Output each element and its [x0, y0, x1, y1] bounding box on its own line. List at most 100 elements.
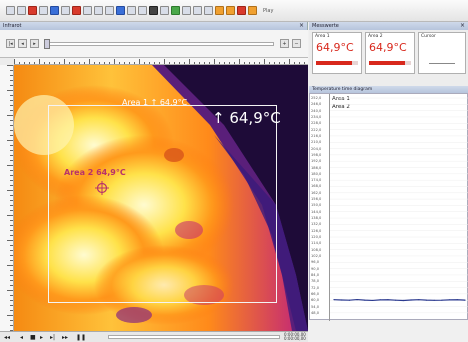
ruler-tick [29, 62, 30, 64]
warning-icon[interactable] [215, 6, 224, 15]
ruler-tick [10, 145, 13, 146]
data-point [433, 299, 435, 301]
zoom-in-button[interactable]: + [280, 39, 289, 48]
play-label[interactable]: Play [263, 7, 274, 14]
ruler-tick [159, 62, 160, 64]
prev-frame-button[interactable]: ◂ [18, 39, 27, 48]
first-frame-button[interactable]: |◂ [6, 39, 15, 48]
frame-slider[interactable] [44, 42, 274, 46]
ruler-tick [169, 62, 170, 64]
cursor-indicator [429, 63, 455, 64]
snapshot-icon[interactable] [72, 6, 81, 15]
rewind-icon[interactable]: ◂◂ [4, 334, 11, 341]
ruler-tick [224, 62, 225, 64]
ruler-tick [194, 62, 195, 64]
ruler-tick [89, 59, 90, 64]
refresh-icon[interactable] [171, 6, 180, 15]
ruler-tick [304, 62, 305, 64]
record-icon[interactable] [28, 6, 37, 15]
horizontal-ruler [14, 58, 308, 65]
palette-icon[interactable] [61, 6, 70, 15]
ruler-tick [19, 62, 20, 64]
ruler-tick [10, 260, 13, 261]
y-tick-label: 72,0 [311, 285, 320, 290]
ruler-tick [264, 59, 265, 64]
time-readout: 0:00:00,00 0:00:00,00 [284, 333, 306, 341]
step-back-icon[interactable]: ◂ [20, 334, 24, 341]
export-icon[interactable] [160, 6, 169, 15]
y-tick-label: 222,0 [311, 127, 322, 132]
ruler-tick [7, 290, 13, 291]
area2-label: Area 2 64,9°C [64, 168, 126, 177]
line-tool-icon[interactable] [127, 6, 136, 15]
stop-button-icon[interactable]: ■ [30, 334, 36, 341]
print-icon[interactable] [182, 6, 191, 15]
ruler-tick [184, 62, 185, 64]
pause-icon[interactable]: ❚❚ [76, 334, 87, 341]
close-icon[interactable]: × [298, 22, 304, 29]
y-tick-label: 162,0 [311, 190, 322, 195]
ruler-tick [10, 310, 13, 311]
copy-icon[interactable] [193, 6, 202, 15]
ruler-tick [10, 100, 13, 101]
ruler-tick [10, 195, 13, 196]
y-tick-label: 216,0 [311, 133, 322, 138]
chart-icon[interactable] [94, 6, 103, 15]
y-tick-label: 84,0 [311, 272, 320, 277]
grid-icon[interactable] [83, 6, 92, 15]
next-frame-button[interactable]: ▸ [30, 39, 39, 48]
play-icon[interactable]: ▸ [40, 334, 44, 341]
settings-icon[interactable] [149, 6, 158, 15]
ruler-tick [10, 255, 13, 256]
alarm-icon[interactable] [226, 6, 235, 15]
area1-rectangle[interactable] [48, 105, 277, 303]
y-tick-label: 204,0 [311, 146, 322, 151]
point-tool-icon[interactable] [138, 6, 147, 15]
close-icon[interactable]: × [459, 22, 465, 29]
open-icon[interactable] [17, 6, 26, 15]
ruler-tick [10, 120, 13, 121]
area-tool-icon[interactable] [116, 6, 125, 15]
camera-icon[interactable] [248, 6, 257, 15]
playback-controls: |◂ ◂ ▸ + − [0, 30, 308, 58]
fast-forward-icon[interactable]: ▸▸ [62, 334, 69, 341]
data-point [387, 299, 389, 301]
y-tick-label: 132,0 [311, 222, 322, 227]
legend-item[interactable]: Area 2 [332, 104, 350, 110]
ruler-tick [84, 62, 85, 64]
timeline-slider[interactable] [108, 335, 280, 339]
legend-item[interactable]: Area 1 [332, 96, 350, 102]
thermal-image[interactable]: Area 1 ↑ 64,9°C ↑ 64,9°C Area 2 64,9°C [14, 65, 308, 331]
card-value: 64,9°C [369, 41, 407, 54]
ruler-tick [149, 62, 150, 64]
frame-slider-thumb[interactable] [44, 39, 50, 49]
data-point [333, 299, 335, 301]
cursor-card[interactable]: Cursor [418, 32, 466, 74]
temperature-graph[interactable]: 252,0 246,0 240,0 234,0 228,0 222,0 216,0 210,0… [309, 93, 468, 321]
area1-card[interactable]: Area 1 64,9°C [312, 32, 362, 74]
zoom-out-button[interactable]: − [292, 39, 301, 48]
y-tick-label: 240,0 [311, 108, 322, 113]
graph-legend: Area 1 Area 2 [332, 96, 350, 112]
data-point [341, 299, 343, 301]
stop-icon[interactable] [237, 6, 246, 15]
data-point [418, 299, 420, 301]
y-tick-label: 120,0 [311, 235, 322, 239]
data-point [441, 299, 443, 301]
area2-card[interactable]: Area 2 64,9°C [365, 32, 415, 74]
ruler-tick [144, 62, 145, 64]
new-file-icon[interactable] [6, 6, 15, 15]
ruler-tick [10, 105, 13, 106]
y-tick-label: 66,0 [311, 291, 320, 296]
crosshair-icon[interactable] [95, 181, 109, 195]
left-pane-header: Infrarot × [0, 22, 307, 30]
ruler-tick [154, 62, 155, 64]
cursor-icon[interactable] [105, 6, 114, 15]
data-point [425, 299, 428, 301]
step-forward-icon[interactable]: ▸| [50, 334, 56, 341]
zoom-icon[interactable] [50, 6, 59, 15]
ruler-tick [10, 205, 13, 206]
paste-icon[interactable] [204, 6, 213, 15]
card-title: Area 2 [368, 34, 383, 39]
save-icon[interactable] [39, 6, 48, 15]
